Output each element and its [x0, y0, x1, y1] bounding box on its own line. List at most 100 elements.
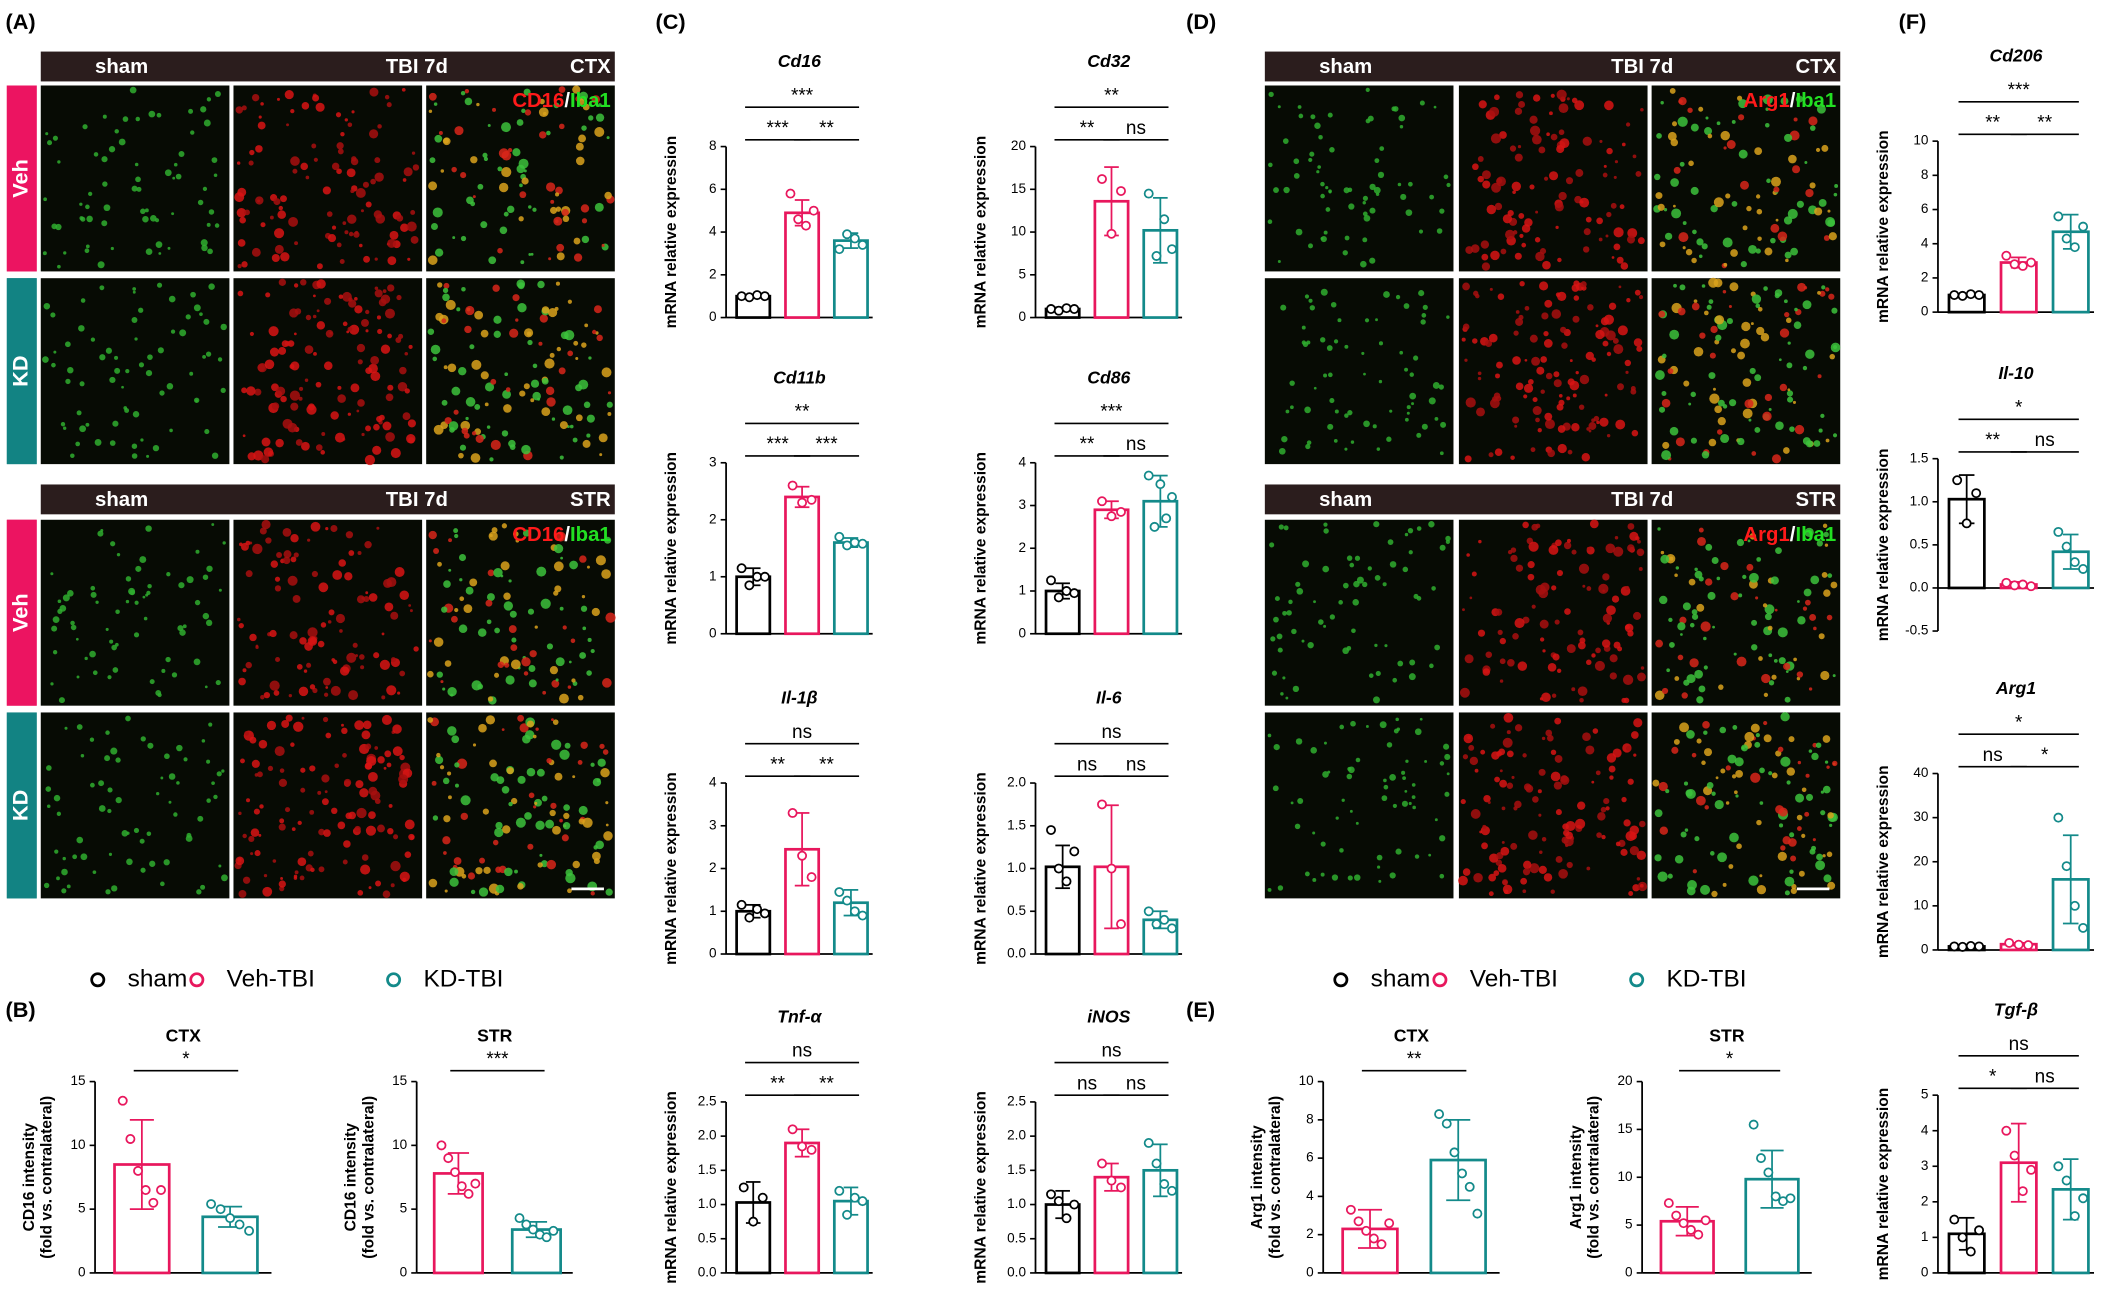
cell	[1703, 730, 1708, 735]
cell	[1292, 685, 1300, 693]
cell	[1788, 736, 1795, 743]
data-point	[133, 1165, 143, 1176]
cell	[320, 450, 326, 455]
cell	[61, 868, 68, 876]
cell	[1273, 743, 1280, 751]
cell	[334, 432, 345, 443]
cell	[54, 849, 59, 854]
data-point	[748, 1216, 759, 1227]
cell	[1701, 760, 1706, 766]
cell	[488, 531, 498, 541]
cell	[1596, 832, 1602, 838]
cell	[1506, 730, 1511, 735]
cell	[1314, 122, 1321, 129]
cell	[550, 206, 558, 214]
cell	[111, 644, 117, 651]
cell	[156, 282, 163, 288]
cell	[440, 169, 445, 173]
cell	[1528, 830, 1538, 840]
cell	[218, 864, 222, 868]
cell	[336, 168, 342, 175]
cell	[1629, 531, 1639, 541]
cell	[1402, 776, 1406, 781]
cell	[1784, 890, 1790, 896]
cell	[121, 830, 129, 837]
significance-label: ns	[1101, 1041, 1121, 1062]
cell	[298, 686, 309, 697]
cell	[451, 615, 458, 623]
cell	[1494, 776, 1500, 783]
cell	[523, 88, 531, 96]
cell	[400, 223, 409, 233]
cell	[1701, 451, 1710, 459]
cell	[368, 771, 378, 782]
cell	[598, 433, 608, 443]
cell	[1604, 393, 1608, 397]
cell	[89, 737, 95, 742]
y-axis-label: mRNA relative expression	[663, 772, 680, 965]
cell	[1556, 668, 1562, 673]
cell	[1606, 605, 1616, 616]
data-point	[849, 906, 860, 917]
cell	[387, 238, 397, 248]
cell	[1351, 628, 1356, 634]
significance-label: ***	[767, 434, 790, 455]
cell	[549, 352, 555, 358]
cell	[145, 369, 153, 377]
cell	[1589, 519, 1599, 529]
cell	[1412, 805, 1416, 810]
cell	[1497, 863, 1507, 873]
significance-label: **	[795, 402, 810, 423]
cell	[1804, 161, 1808, 164]
data-point	[2078, 1193, 2089, 1204]
cell	[1550, 133, 1558, 141]
cell	[131, 443, 138, 449]
cell	[142, 215, 149, 223]
cell	[1574, 818, 1586, 829]
cell	[398, 774, 409, 785]
cell	[1637, 539, 1641, 544]
cell	[501, 122, 511, 133]
cell	[360, 665, 365, 670]
cell	[1763, 286, 1768, 291]
cell	[1550, 771, 1561, 782]
cell	[1616, 256, 1624, 264]
cell	[211, 523, 215, 526]
cell	[1639, 883, 1644, 888]
cell	[1444, 791, 1450, 797]
cell	[278, 205, 284, 211]
cell	[410, 235, 419, 244]
cell	[1751, 294, 1762, 304]
y-tick-label: 1.0	[1007, 1196, 1026, 1211]
cell	[254, 388, 262, 396]
cell	[1707, 591, 1716, 600]
data-point	[1151, 1158, 1162, 1169]
cell	[374, 286, 379, 290]
cell	[535, 727, 539, 731]
cell	[1606, 351, 1612, 357]
cell	[374, 746, 379, 750]
cell	[1551, 693, 1557, 698]
cell	[1582, 732, 1591, 742]
cell	[246, 798, 251, 803]
cell	[1554, 755, 1563, 763]
cell	[1816, 104, 1826, 114]
stain-part: Iba1	[570, 524, 611, 546]
cell	[78, 325, 85, 332]
cell	[346, 652, 357, 663]
cell	[430, 222, 438, 230]
cell	[1550, 93, 1555, 98]
data-point	[1159, 1179, 1170, 1189]
cell	[330, 525, 338, 533]
cell	[443, 851, 447, 855]
legend-marker	[1432, 972, 1448, 988]
data-point	[1663, 1198, 1674, 1209]
cell	[1625, 830, 1636, 842]
cell	[530, 379, 540, 388]
cell	[287, 575, 298, 586]
cell	[1798, 870, 1805, 877]
cell	[1777, 746, 1784, 753]
cell	[593, 305, 602, 314]
cell	[1320, 841, 1326, 847]
cell	[552, 719, 559, 725]
